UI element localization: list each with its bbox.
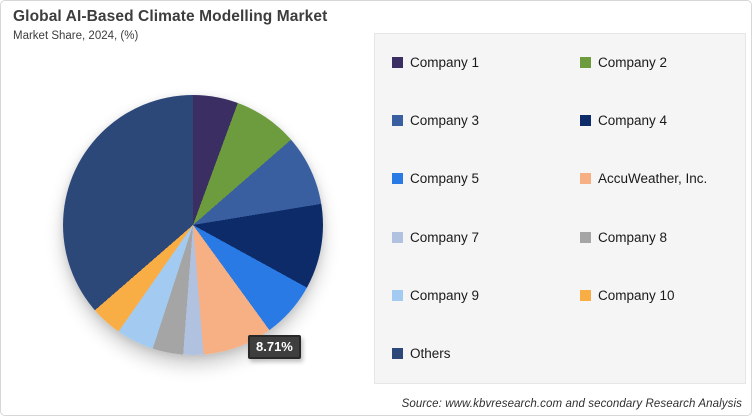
- legend-label: Others: [410, 345, 451, 361]
- legend-label: Company 3: [410, 113, 480, 129]
- legend-item: Company 5: [392, 162, 580, 220]
- legend-label: Company 1: [410, 55, 480, 70]
- legend-label: Company 8: [598, 229, 668, 245]
- legend-item: Company 8: [580, 221, 745, 279]
- legend-label: Company 5: [410, 171, 480, 187]
- legend-marker-swatch: [580, 115, 591, 127]
- legend-label: Company 2: [598, 55, 668, 70]
- legend-item: Company 9: [392, 279, 580, 337]
- legend-item: Company 1: [392, 46, 580, 104]
- chart-header: Global AI-Based Climate Modelling Market…: [13, 8, 327, 42]
- value-callout: 8.71%: [248, 335, 301, 359]
- legend-marker-swatch: [580, 289, 591, 301]
- legend-label: AccuWeather, Inc.: [598, 171, 708, 187]
- legend-marker-swatch: [392, 115, 403, 127]
- legend-item: Company 3: [392, 104, 580, 162]
- legend-marker-swatch: [392, 289, 403, 301]
- legend-marker-swatch: [392, 57, 403, 68]
- legend-panel: Company 1 Company 2 Company 3 Company 4 Comp…: [374, 33, 746, 384]
- legend-marker-swatch: [580, 57, 591, 68]
- legend-label: Company 7: [410, 229, 480, 245]
- legend-item: Company 10: [580, 279, 745, 337]
- legend-item: Company 2: [580, 46, 745, 104]
- legend-marker-swatch: [580, 231, 591, 243]
- chart-title: Global AI-Based Climate Modelling Market: [13, 8, 328, 25]
- legend-item: Company 4: [580, 104, 745, 162]
- legend-item: Others: [392, 337, 580, 395]
- legend-item: Company 7: [392, 221, 580, 279]
- legend-item: AccuWeather, Inc.: [580, 162, 745, 220]
- pie-chart: [63, 95, 323, 355]
- legend-marker-swatch: [392, 231, 403, 243]
- legend-marker-swatch: [392, 347, 403, 359]
- chart-subtitle: Market Share, 2024, (%): [13, 30, 139, 42]
- source-attribution: Source: www.kbvresearch.com and secondar…: [401, 398, 742, 410]
- legend-label: Company 10: [598, 287, 675, 303]
- legend-marker-swatch: [580, 173, 591, 185]
- legend-label: Company 4: [598, 113, 668, 129]
- legend-marker-swatch: [392, 173, 403, 185]
- legend-label: Company 9: [410, 287, 480, 303]
